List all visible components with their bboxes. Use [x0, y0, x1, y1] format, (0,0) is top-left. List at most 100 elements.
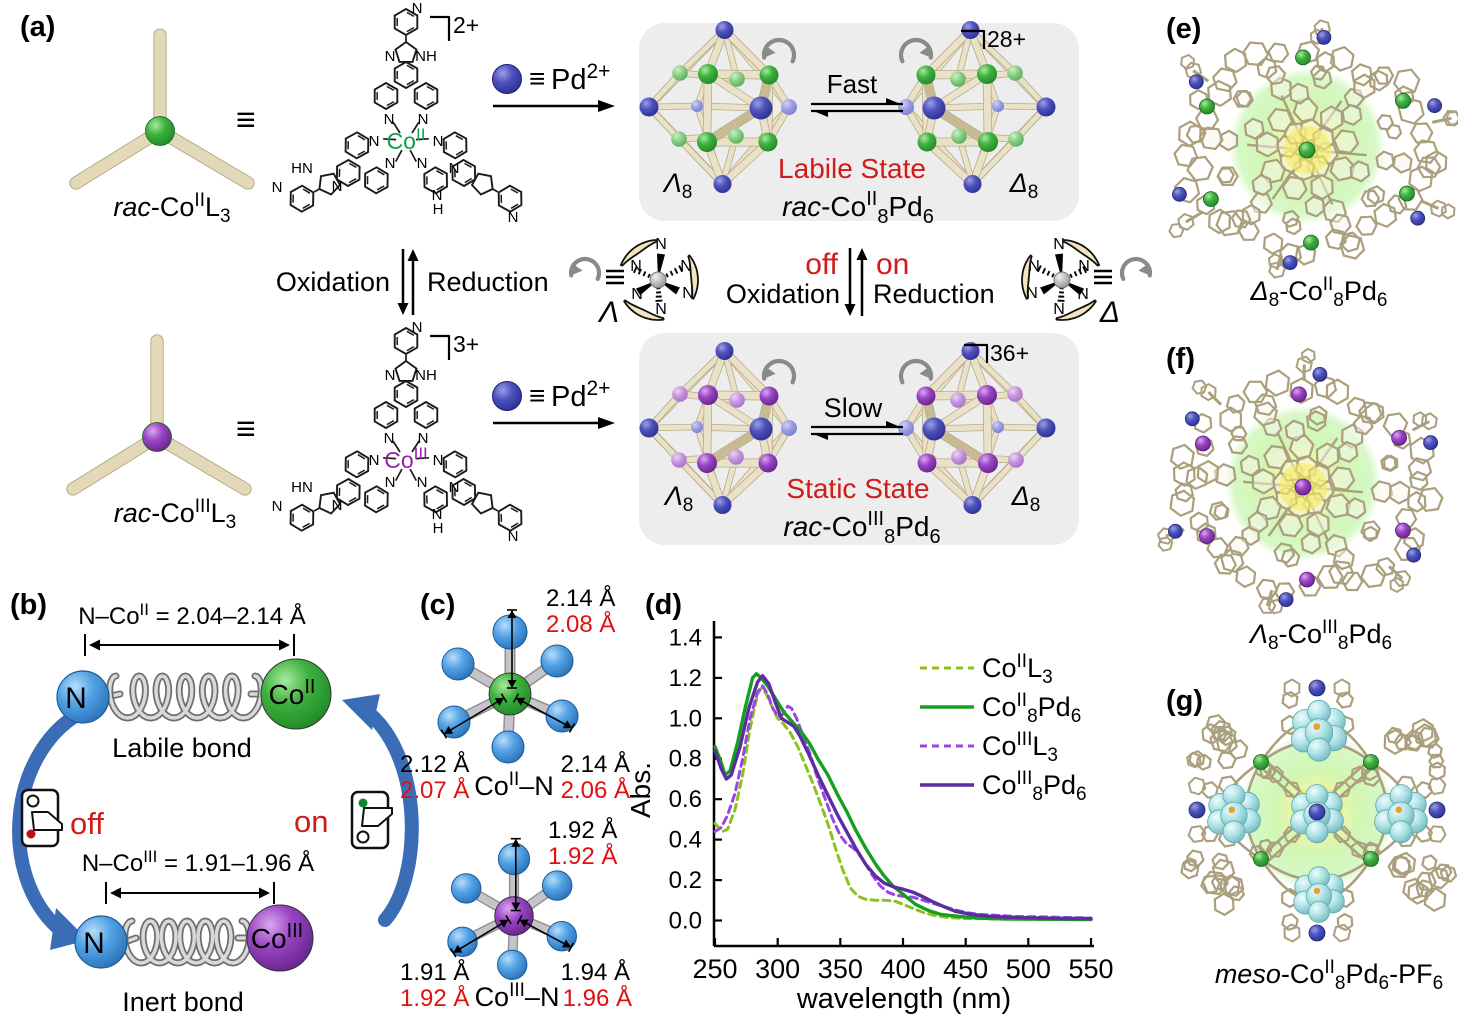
svg-text:N: N — [433, 452, 444, 469]
svg-text:Fast: Fast — [827, 69, 878, 99]
svg-text:1.94 Å: 1.94 Å — [561, 958, 630, 986]
svg-text:rac-CoIIL3: rac-CoIIL3 — [113, 190, 230, 227]
svg-text:2.06 Å: 2.06 Å — [561, 776, 630, 804]
svg-text:Λ8-CoIII8Pd6: Λ8-CoIII8Pd6 — [1248, 617, 1392, 654]
svg-text:N: N — [655, 236, 667, 253]
svg-text:0.4: 0.4 — [669, 827, 702, 854]
svg-text:CoIII–N: CoIII–N — [475, 980, 560, 1012]
svg-text:N: N — [385, 367, 396, 384]
svg-text:(b): (b) — [10, 589, 47, 621]
svg-text:(a): (a) — [20, 11, 55, 43]
svg-text:N: N — [449, 479, 460, 496]
svg-text:2.14 Å: 2.14 Å — [546, 584, 615, 612]
svg-text:CoIII: CoIII — [251, 920, 303, 954]
svg-text:N: N — [432, 506, 443, 523]
svg-text:N–CoIII = 1.91–1.96 Å: N–CoIII = 1.91–1.96 Å — [82, 847, 314, 877]
svg-text:Inert bond: Inert bond — [122, 987, 244, 1016]
svg-text:2.12 Å: 2.12 Å — [400, 750, 469, 778]
svg-text:CoIIL3: CoIIL3 — [982, 651, 1053, 688]
svg-text:Labile State: Labile State — [778, 153, 926, 184]
svg-text:0.8: 0.8 — [669, 746, 702, 773]
svg-text:on: on — [876, 248, 909, 281]
svg-text:450: 450 — [943, 954, 988, 984]
svg-text:N: N — [1026, 285, 1038, 302]
svg-text:N: N — [412, 319, 423, 336]
svg-text:Abs.: Abs. — [625, 762, 656, 818]
svg-text:≡: ≡ — [236, 410, 256, 448]
svg-text:Δ8: Δ8 — [1011, 481, 1041, 516]
svg-text:Δ8-CoII8Pd6: Δ8-CoII8Pd6 — [1250, 274, 1388, 311]
svg-text:N: N — [384, 111, 395, 128]
svg-text:Static State: Static State — [786, 473, 929, 504]
svg-text:N: N — [432, 187, 443, 204]
svg-text:N: N — [412, 0, 423, 17]
svg-text:400: 400 — [880, 954, 925, 984]
svg-text:Oxidation: Oxidation — [726, 279, 840, 309]
svg-text:N: N — [385, 48, 396, 65]
svg-text:N: N — [384, 430, 395, 447]
svg-text:N: N — [1028, 258, 1040, 275]
svg-text:Reduction: Reduction — [427, 267, 549, 297]
svg-text:550: 550 — [1068, 954, 1113, 984]
svg-text:off: off — [70, 806, 104, 841]
svg-text:NH: NH — [415, 367, 437, 384]
svg-text:N: N — [272, 179, 283, 196]
svg-text:1.2: 1.2 — [669, 665, 702, 692]
svg-text:N: N — [385, 155, 396, 172]
svg-text:N: N — [332, 497, 343, 514]
svg-text:≡: ≡ — [236, 101, 256, 139]
svg-text:1.91 Å: 1.91 Å — [400, 958, 469, 986]
svg-text:28+: 28+ — [987, 26, 1026, 52]
svg-text:N: N — [417, 155, 428, 172]
svg-text:N: N — [449, 160, 460, 177]
svg-text:N: N — [417, 474, 428, 491]
svg-text:CoIII: CoIII — [384, 444, 428, 473]
svg-text:N: N — [630, 258, 642, 275]
svg-text:Λ8: Λ8 — [663, 481, 694, 516]
svg-text:N–CoII = 2.04–2.14 Å: N–CoII = 2.04–2.14 Å — [78, 600, 306, 630]
svg-text:NH: NH — [415, 48, 437, 65]
svg-text:Oxidation: Oxidation — [276, 267, 390, 297]
svg-text:CoIIIL3: CoIIIL3 — [982, 729, 1058, 766]
svg-text:N: N — [385, 474, 396, 491]
svg-text:N: N — [1077, 286, 1089, 303]
svg-text:N: N — [332, 178, 343, 195]
svg-text:(d): (d) — [645, 589, 682, 621]
svg-text:1.92 Å: 1.92 Å — [548, 816, 617, 844]
svg-text:N: N — [1078, 258, 1090, 275]
svg-text:Pd2+: Pd2+ — [551, 377, 610, 413]
svg-text:2.14 Å: 2.14 Å — [561, 750, 630, 778]
svg-text:1.0: 1.0 — [669, 705, 702, 732]
svg-text:(f): (f) — [1166, 343, 1195, 375]
svg-text:HN: HN — [291, 160, 313, 177]
svg-text:≡: ≡ — [529, 380, 545, 411]
svg-text:1.92 Å: 1.92 Å — [548, 842, 617, 870]
svg-text:rac-CoIIIL3: rac-CoIIIL3 — [114, 496, 236, 533]
svg-text:H: H — [433, 201, 444, 218]
svg-text:250: 250 — [692, 954, 737, 984]
svg-text:CoII: CoII — [269, 676, 316, 710]
svg-text:rac-CoII8Pd6: rac-CoII8Pd6 — [782, 188, 934, 228]
svg-text:N: N — [680, 258, 692, 275]
svg-text:Δ: Δ — [1099, 296, 1120, 329]
svg-text:N: N — [1053, 301, 1065, 318]
svg-text:wavelength (nm): wavelength (nm) — [796, 983, 1011, 1015]
svg-text:H: H — [433, 520, 444, 537]
svg-text:(e): (e) — [1166, 13, 1201, 45]
svg-text:Labile bond: Labile bond — [112, 733, 252, 763]
svg-text:Pd2+: Pd2+ — [551, 60, 610, 96]
svg-text:N: N — [631, 286, 643, 303]
svg-text:N: N — [83, 927, 105, 960]
svg-text:Δ8: Δ8 — [1009, 168, 1039, 203]
svg-text:N: N — [508, 528, 519, 545]
svg-text:N: N — [369, 133, 380, 150]
svg-text:N: N — [433, 133, 444, 150]
svg-text:2+: 2+ — [453, 12, 479, 38]
svg-text:Λ: Λ — [597, 296, 619, 329]
svg-text:rac-CoIII8Pd6: rac-CoIII8Pd6 — [783, 508, 940, 548]
svg-text:Λ8: Λ8 — [662, 168, 693, 203]
svg-text:Reduction: Reduction — [873, 279, 995, 309]
svg-text:N: N — [65, 682, 87, 715]
svg-text:N: N — [655, 301, 667, 318]
svg-text:N: N — [418, 111, 429, 128]
